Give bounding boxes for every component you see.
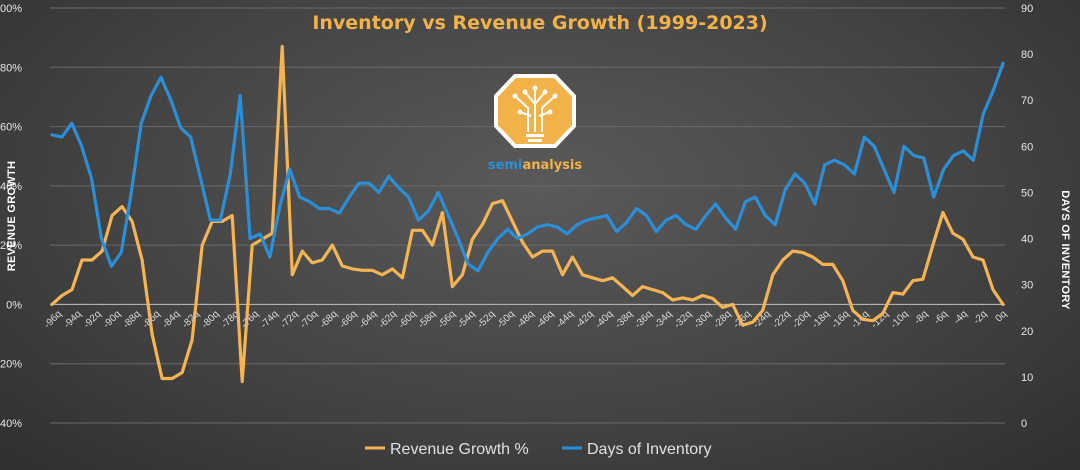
days-of-inventory-line: [50, 61, 1005, 273]
chart-title: Inventory vs Revenue Growth (1999-2023): [312, 12, 767, 34]
x-tick-label: -48q: [515, 309, 537, 331]
brand-part2: analysis: [522, 158, 582, 173]
series-layer: [50, 44, 1005, 384]
x-tick-label: -92q: [82, 309, 104, 331]
left-axis-label: REVENUE GROWTH: [6, 161, 18, 272]
x-tick-label: -88q: [121, 309, 143, 331]
x-tick-label: -18q: [810, 309, 832, 331]
x-tick-label: -76q: [239, 309, 261, 331]
x-tick-label: -38q: [613, 309, 635, 331]
right-tick-label: 40: [1021, 234, 1033, 246]
x-tick-label: -6q: [932, 309, 950, 327]
gridlines: [50, 7, 1005, 424]
x-tick-label: -68q: [318, 309, 340, 331]
right-tick-label: 0: [1021, 418, 1027, 430]
left-tick-label: 20%: [0, 240, 22, 252]
left-tick-label: 80%: [0, 62, 22, 74]
revenue-growth-line: [50, 44, 1005, 384]
x-tick-label: -52q: [475, 309, 497, 331]
right-tick-label: 80: [1021, 49, 1033, 61]
x-tick-label: -64q: [357, 309, 379, 331]
x-tick-label: -66q: [338, 309, 360, 331]
x-tick-label: -42q: [574, 309, 596, 331]
x-tick-label: -30q: [692, 309, 714, 331]
x-tick-label: -40q: [593, 309, 615, 331]
x-tick-label: -70q: [298, 309, 320, 331]
left-tick-label: 0%: [6, 299, 22, 311]
x-tick-label: -80q: [200, 309, 222, 331]
x-tick-label: -46q: [534, 309, 556, 331]
x-tick-label: -74q: [259, 309, 281, 331]
right-y-axis-ticks: 0 10 20 30 40 50 60 70 80 90: [1021, 3, 1033, 430]
x-tick-label: -2q: [971, 309, 989, 327]
x-tick-label: -44q: [554, 309, 576, 331]
x-tick-label: -34q: [653, 309, 675, 331]
legend: Revenue Growth % Days of Inventory: [365, 441, 712, 458]
x-tick-label: 0q: [993, 309, 1009, 325]
x-tick-label: -54q: [456, 309, 478, 331]
x-tick-label: -82q: [180, 309, 202, 331]
left-tick-label: 60%: [0, 122, 22, 134]
x-tick-label: -60q: [397, 309, 419, 331]
x-tick-label: -96q: [42, 309, 64, 331]
right-tick-label: 70: [1021, 95, 1033, 107]
x-tick-label: -56q: [436, 309, 458, 331]
x-tick-label: -28q: [712, 309, 734, 331]
x-tick-label: -20q: [790, 309, 812, 331]
right-tick-label: 90: [1021, 3, 1033, 15]
semianalysis-logo: semianalysis: [488, 74, 582, 173]
left-tick-label: -20%: [0, 359, 22, 371]
x-tick-label: -50q: [495, 309, 517, 331]
x-tick-label: -4q: [952, 309, 970, 327]
svg-text:semianalysis: semianalysis: [488, 158, 582, 173]
right-tick-label: 10: [1021, 372, 1033, 384]
x-tick-label: -16q: [830, 309, 852, 331]
brand-part1: semi: [488, 158, 523, 173]
x-tick-label: -90q: [101, 309, 123, 331]
legend-days-of-inventory: Days of Inventory: [587, 441, 712, 458]
x-tick-label: -72q: [278, 309, 300, 331]
x-tick-label: -94q: [62, 309, 84, 331]
left-y-axis-ticks: -40% -20% 0% 20% 40% 60% 80% 100%: [0, 3, 22, 430]
right-tick-label: 30: [1021, 280, 1033, 292]
right-tick-label: 20: [1021, 326, 1033, 338]
legend-revenue-growth: Revenue Growth %: [390, 441, 529, 458]
x-tick-label: -36q: [633, 309, 655, 331]
x-tick-label: -22q: [771, 309, 793, 331]
x-tick-label: -32q: [672, 309, 694, 331]
right-axis-label: DAYS OF INVENTORY: [1059, 190, 1071, 310]
x-tick-label: -84q: [160, 309, 182, 331]
right-tick-label: 50: [1021, 187, 1033, 199]
left-tick-label: -40%: [0, 418, 22, 430]
left-tick-label: 40%: [0, 181, 22, 193]
x-tick-label: -8q: [912, 309, 930, 327]
x-tick-label: -62q: [377, 309, 399, 331]
left-tick-label: 100%: [0, 3, 22, 15]
x-tick-label: -58q: [416, 309, 438, 331]
x-tick-label: -10q: [889, 309, 911, 331]
x-tick-label: -26q: [731, 309, 753, 331]
right-tick-label: 60: [1021, 141, 1033, 153]
